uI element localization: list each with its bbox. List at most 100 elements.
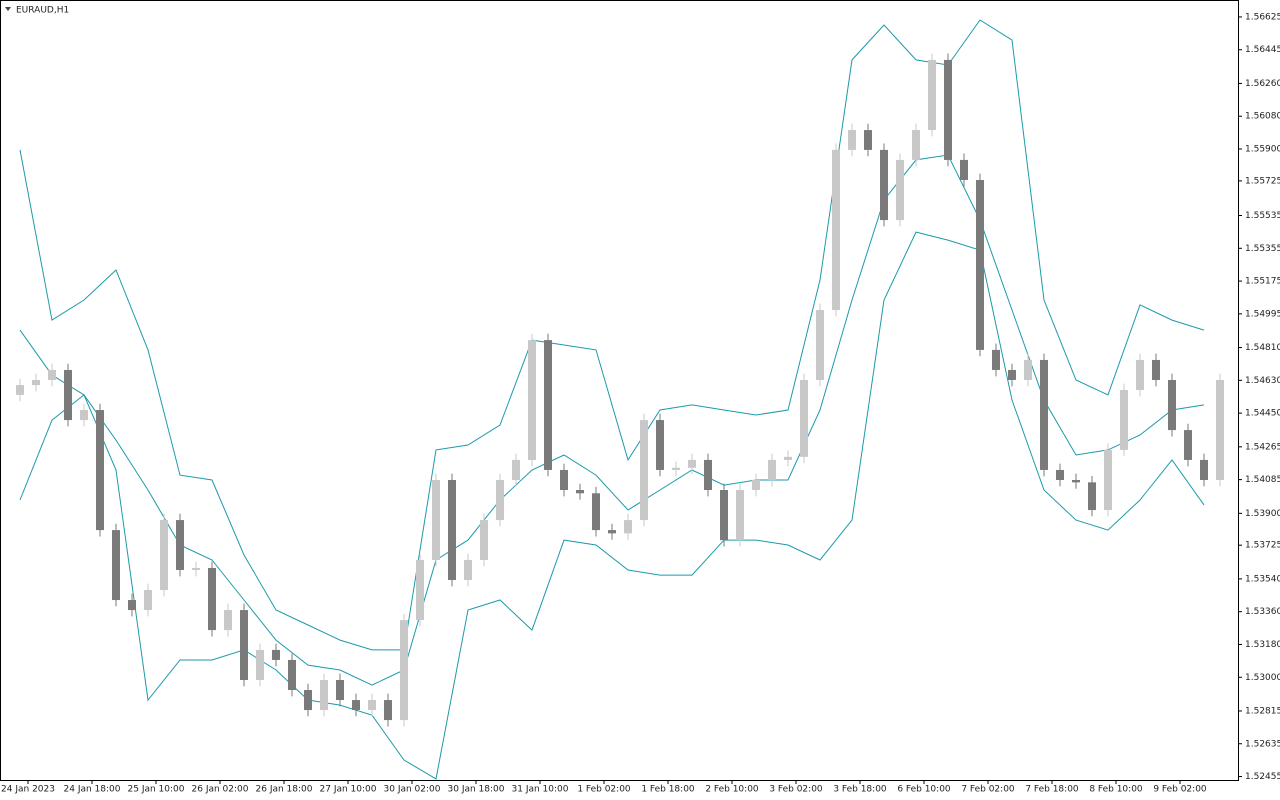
- candle-body: [752, 479, 760, 491]
- y-tick-label: 1.53360: [1245, 607, 1280, 617]
- y-tick-label: 1.55355: [1245, 244, 1280, 254]
- candle-body: [160, 520, 168, 591]
- y-tick-label: 1.55725: [1245, 176, 1280, 186]
- x-tick-label: 24 Jan 18:00: [64, 785, 121, 795]
- candle-body: [432, 479, 440, 560]
- x-tick-label: 3 Feb 02:00: [769, 785, 823, 795]
- candle-body: [496, 479, 504, 521]
- candle-body: [688, 459, 696, 468]
- y-tick-label: 1.55535: [1245, 211, 1280, 221]
- candle-body: [288, 659, 296, 691]
- candle-body: [304, 690, 312, 711]
- candle-body: [1152, 359, 1160, 380]
- y-tick-label: 1.56445: [1245, 45, 1280, 55]
- candle-body: [64, 369, 72, 421]
- candle-body: [928, 59, 936, 131]
- candle-body: [128, 600, 136, 611]
- candle-body: [592, 493, 600, 531]
- y-tick-label: 1.54630: [1245, 376, 1280, 386]
- candle-body: [944, 59, 952, 160]
- candle-body: [1136, 359, 1144, 390]
- candle-body: [960, 159, 968, 180]
- candle-body: [144, 590, 152, 611]
- candle-body: [560, 469, 568, 491]
- candle-body: [448, 479, 456, 580]
- x-tick-label: 9 Feb 02:00: [1153, 785, 1207, 795]
- x-tick-label: 31 Jan 10:00: [512, 785, 569, 795]
- candle-body: [1056, 469, 1064, 480]
- candle-body: [608, 530, 616, 534]
- candle-body: [176, 520, 184, 570]
- candle-body: [368, 700, 376, 711]
- x-tick-label: 3 Feb 18:00: [833, 785, 887, 795]
- candle-body: [384, 700, 392, 721]
- candle-body: [256, 649, 264, 680]
- plot-frame: [0, 0, 1239, 781]
- y-tick-label: 1.54085: [1245, 475, 1280, 485]
- x-tick-label: 30 Jan 18:00: [448, 785, 505, 795]
- x-tick-label: 30 Jan 02:00: [384, 785, 441, 795]
- candle-body: [1168, 379, 1176, 431]
- y-tick-label: 1.54450: [1245, 409, 1280, 419]
- y-tick-label: 1.55900: [1245, 145, 1280, 155]
- candle-body: [576, 490, 584, 494]
- candle-body: [992, 349, 1000, 370]
- candle-body: [352, 700, 360, 711]
- candle-body: [208, 567, 216, 631]
- band-line: [19, 231, 1205, 780]
- candle-body: [240, 610, 248, 680]
- candle-body: [80, 410, 88, 421]
- y-tick-label: 1.56625: [1245, 12, 1280, 22]
- x-tick-label: 25 Jan 10:00: [128, 785, 185, 795]
- candle-body: [416, 559, 424, 621]
- candle-body: [1088, 482, 1096, 511]
- candle-body: [96, 410, 104, 531]
- candle-body: [32, 379, 40, 386]
- x-tick-label: 7 Feb 18:00: [1025, 785, 1079, 795]
- x-tick-label: 1 Feb 02:00: [577, 785, 631, 795]
- band-line: [19, 19, 1205, 651]
- y-tick-label: 1.52815: [1245, 706, 1280, 716]
- candle-body: [672, 467, 680, 470]
- x-tick-label: 26 Jan 02:00: [192, 785, 249, 795]
- candle-body: [864, 130, 872, 150]
- candle-body: [720, 490, 728, 541]
- candle-body: [848, 130, 856, 150]
- y-tick-label: 1.53000: [1245, 673, 1280, 683]
- candle-body: [1040, 359, 1048, 470]
- candle-body: [1120, 390, 1128, 450]
- candle-body: [1008, 369, 1016, 380]
- y-tick-label: 1.53180: [1245, 640, 1280, 650]
- y-tick-label: 1.56260: [1245, 79, 1280, 89]
- candle-body: [192, 567, 200, 570]
- y-tick-label: 1.53725: [1245, 541, 1280, 551]
- x-tick-label: 8 Feb 10:00: [1089, 785, 1143, 795]
- candle-body: [624, 520, 632, 534]
- y-tick-label: 1.56080: [1245, 112, 1280, 122]
- x-tick-label: 1 Feb 18:00: [641, 785, 695, 795]
- y-tick-label: 1.53900: [1245, 509, 1280, 519]
- candle-body: [320, 679, 328, 711]
- candle-body: [832, 149, 840, 311]
- symbol-menu-arrow[interactable]: [5, 7, 11, 11]
- candle-body: [736, 490, 744, 541]
- candle-body: [1104, 449, 1112, 511]
- candle-body: [704, 459, 712, 491]
- candle-body: [1024, 359, 1032, 380]
- candle-body: [1216, 379, 1224, 480]
- y-tick-label: 1.54995: [1245, 309, 1280, 319]
- candle-body: [656, 420, 664, 470]
- candle-body: [272, 649, 280, 660]
- x-tick-label: 6 Feb 10:00: [897, 785, 951, 795]
- plot-area: [16, 19, 1224, 780]
- candle-body: [1184, 430, 1192, 460]
- candle-body: [528, 340, 536, 460]
- candle-body: [544, 340, 552, 470]
- candle-body: [800, 379, 808, 457]
- candle-body: [784, 456, 792, 460]
- y-tick-label: 1.52455: [1245, 772, 1280, 782]
- y-tick-label: 1.55175: [1245, 277, 1280, 287]
